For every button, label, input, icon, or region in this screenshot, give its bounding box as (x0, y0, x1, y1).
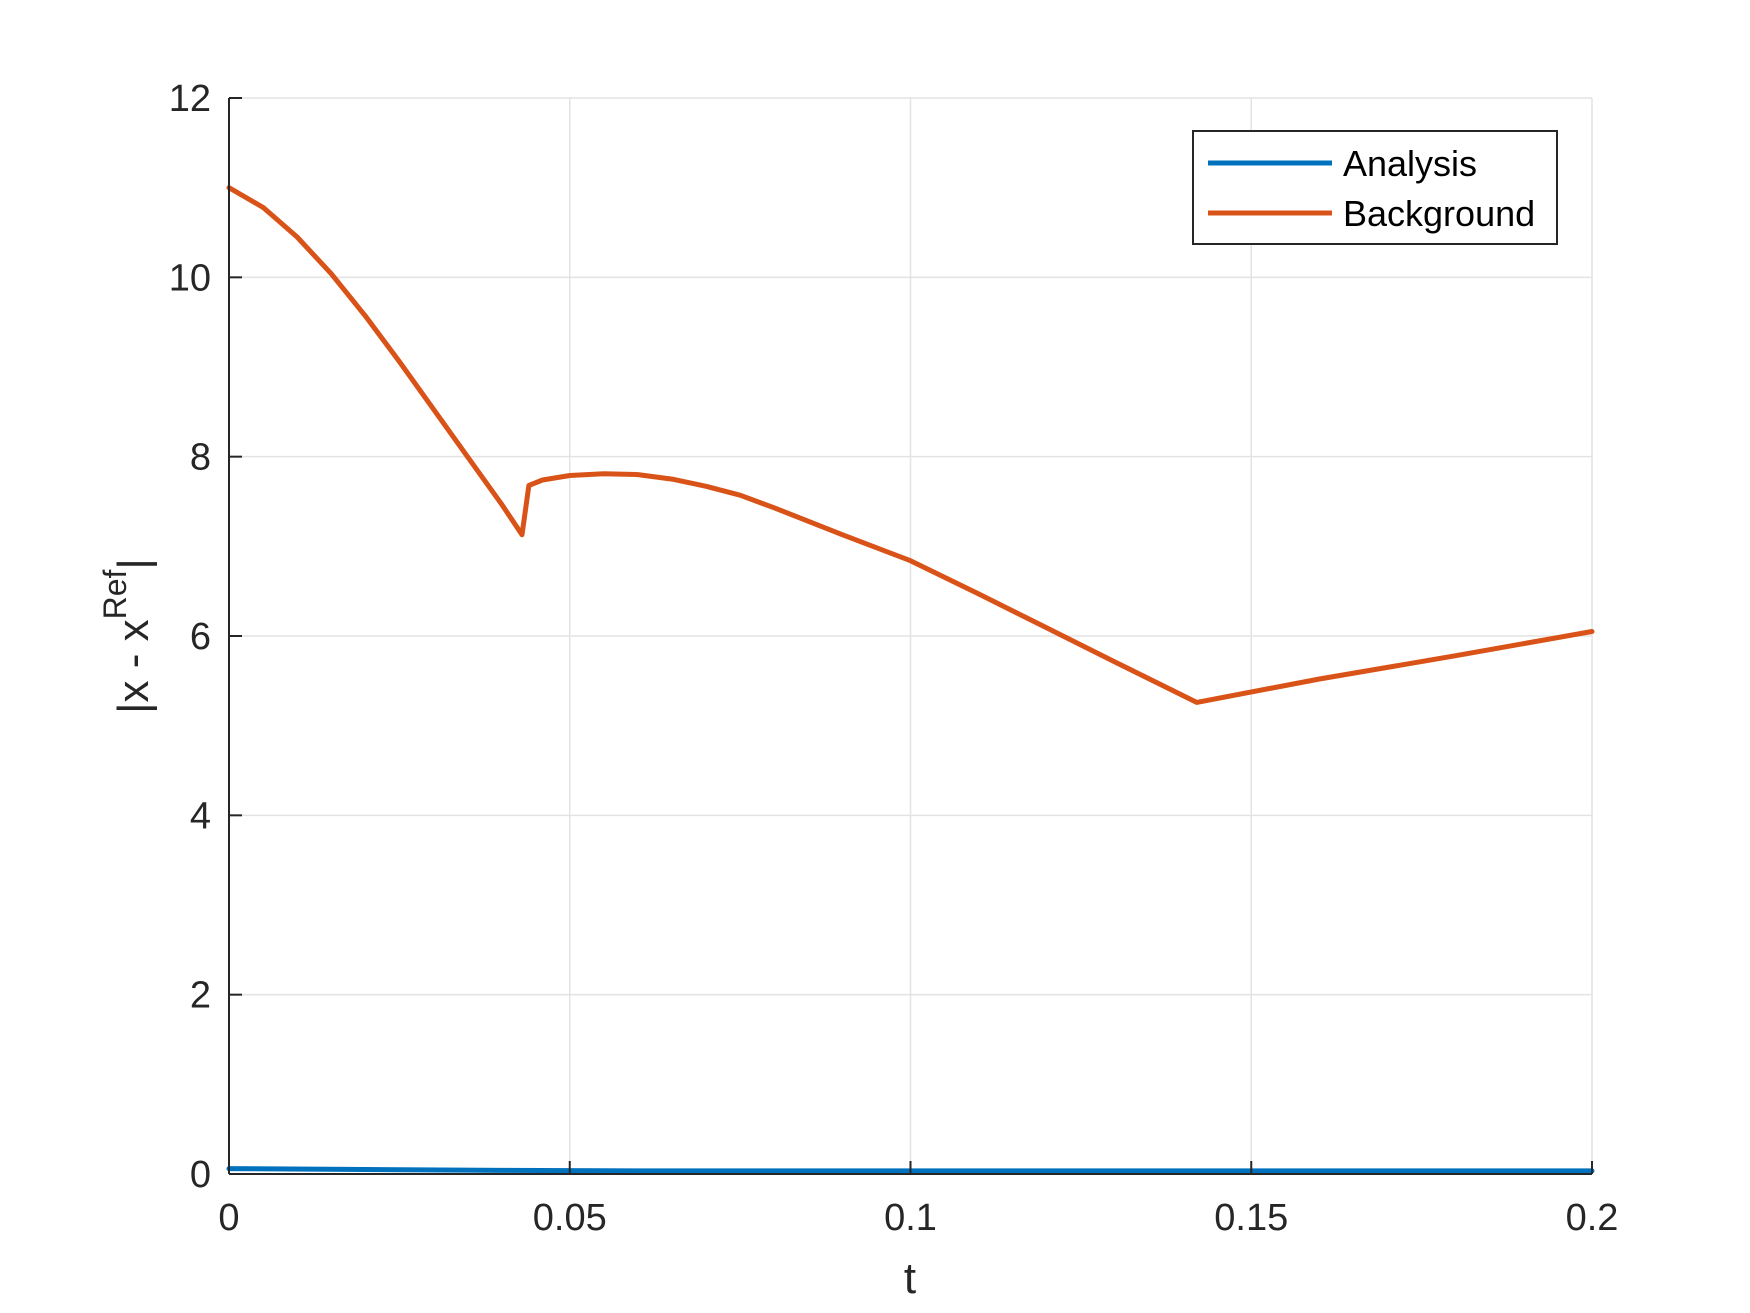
y-axis-label: |x - xRef| (97, 558, 158, 714)
y-tick-label: 4 (190, 795, 211, 837)
legend: Analysis Background (1192, 130, 1558, 245)
x-tick-label: 0.2 (1566, 1197, 1619, 1239)
y-tick-label: 2 (190, 975, 211, 1017)
y-tick-label: 12 (169, 78, 211, 120)
series-line-background (226, 185, 1595, 705)
y-tick-label: 0 (190, 1154, 211, 1196)
y-gridlines (229, 97, 1592, 996)
x-ticks: 0 0.05 0.1 0.15 0.2 (218, 1161, 1618, 1239)
x-axis-label: t (904, 1254, 916, 1303)
y-axis-label-superscript: Ref (97, 569, 133, 619)
legend-label-background: Background (1343, 193, 1535, 234)
y-axis-label-base: |x - x (109, 619, 158, 714)
x-tick-label: 0.15 (1214, 1197, 1288, 1239)
x-tick-label: 0 (218, 1197, 239, 1239)
x-tick-label: 0.1 (884, 1197, 937, 1239)
legend-label-analysis: Analysis (1343, 143, 1477, 184)
y-tick-label: 6 (190, 616, 211, 658)
y-tick-label: 8 (190, 437, 211, 479)
y-axis-label-close: | (109, 558, 158, 569)
svg-text:|x - xRef|: |x - xRef| (97, 558, 158, 714)
x-tick-label: 0.05 (533, 1197, 607, 1239)
legend-box (1192, 130, 1558, 245)
y-ticks: 0 2 4 6 8 10 12 (169, 78, 242, 1196)
y-tick-label: 10 (169, 257, 211, 299)
